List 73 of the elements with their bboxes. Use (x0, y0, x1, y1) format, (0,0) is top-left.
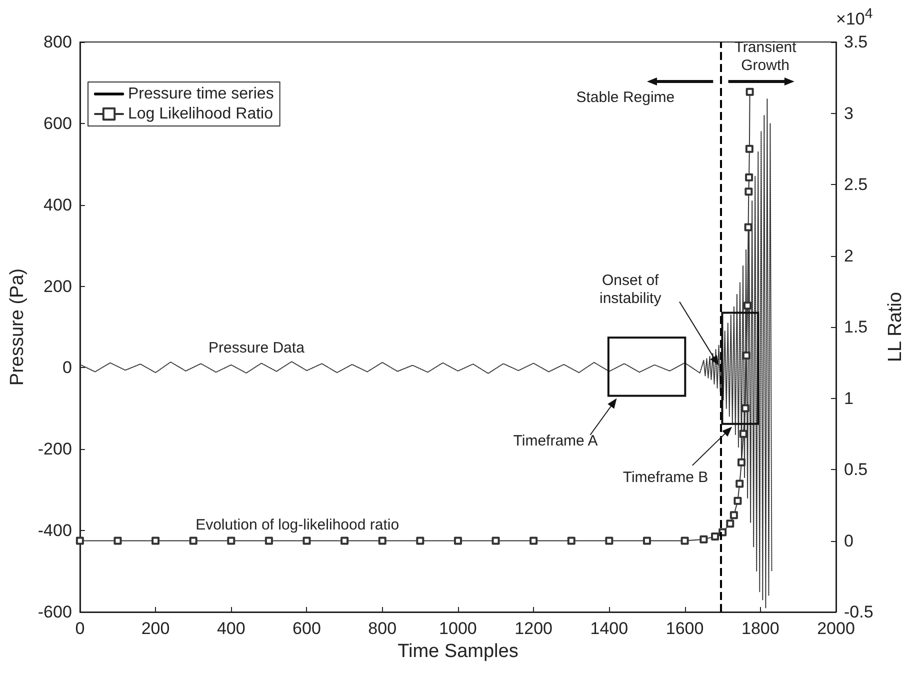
x-tick-label: 800 (368, 619, 397, 638)
point (416, 536, 424, 545)
point (378, 536, 386, 545)
point (114, 536, 122, 545)
y2-tick-label: 0 (844, 531, 854, 550)
y-tick-label: -200 (38, 440, 72, 459)
point (730, 511, 738, 520)
legend-label: Pressure time series (128, 86, 274, 102)
point (744, 302, 752, 310)
point (340, 536, 349, 545)
y2-tick-label: 0.5 (844, 460, 868, 479)
annotation: Evolution of log-likelihood ratio (196, 516, 400, 534)
point (189, 536, 198, 545)
point (680, 536, 689, 545)
annotation: Onset of instability (599, 272, 662, 308)
point (711, 532, 720, 540)
point (264, 536, 273, 545)
x-tick-label: 1200 (514, 619, 552, 638)
annotation: Pressure Data (208, 339, 306, 356)
x-tick-label: 1800 (741, 619, 780, 638)
point (746, 88, 754, 96)
point (744, 188, 753, 196)
x-tick-label: 2000 (817, 619, 855, 638)
y-tick-label: -600 (38, 602, 72, 622)
point (734, 496, 742, 505)
annotation: Stable Regime (576, 88, 675, 106)
x-axis-title: Time Samples (398, 641, 518, 662)
point (492, 536, 500, 545)
point (152, 536, 160, 545)
point (530, 536, 538, 545)
y2-tick-label: 3 (844, 104, 854, 123)
y-tick-label: 400 (44, 195, 72, 214)
point (76, 536, 84, 545)
point (736, 480, 744, 488)
point (744, 223, 752, 232)
x-tick-label: 0 (75, 619, 85, 638)
y-axis-title: Pressure (Pa) (7, 268, 28, 386)
point (739, 430, 748, 438)
point (605, 536, 614, 545)
y-tick-label: -400 (38, 521, 72, 540)
y-tick-label: 800 (44, 32, 72, 52)
y2-tick-label: 2.5 (844, 175, 868, 194)
y-tick-label: 600 (44, 114, 72, 133)
x-tick-label: 1000 (439, 619, 477, 638)
y2-tick-label: 3.5 (844, 32, 868, 52)
x-tick-label: 200 (141, 619, 170, 638)
point (745, 173, 754, 182)
y2-tick-label: 2 (844, 246, 854, 266)
point (745, 144, 754, 153)
y2-tick-label: 1 (844, 388, 854, 408)
x-tick-label: 1600 (666, 619, 704, 638)
annotation: Timeframe B (622, 469, 708, 486)
point (567, 536, 576, 545)
x-tick-label: 600 (292, 619, 321, 638)
point (227, 536, 236, 545)
point (741, 404, 750, 412)
y-tick-label: 200 (44, 276, 72, 296)
point (700, 535, 708, 544)
y2-tick-label: -0.5 (844, 602, 874, 622)
y2-axis-title: LL Ratio (885, 292, 906, 362)
x-tick-label: 400 (216, 619, 246, 638)
point (454, 536, 462, 545)
point (642, 536, 651, 545)
point (726, 520, 734, 528)
y-tick-label: 0 (62, 358, 72, 378)
point (737, 458, 746, 466)
text: ×10$^{4}$ (836, 6, 873, 30)
y2-tick-label: 1.5 (844, 318, 868, 336)
point (302, 536, 311, 545)
annotation: Timeframe A (513, 432, 598, 450)
x-tick-label: 1400 (590, 619, 628, 638)
legend-label: Log Likelihood Ratio (128, 106, 274, 122)
point (742, 352, 750, 360)
